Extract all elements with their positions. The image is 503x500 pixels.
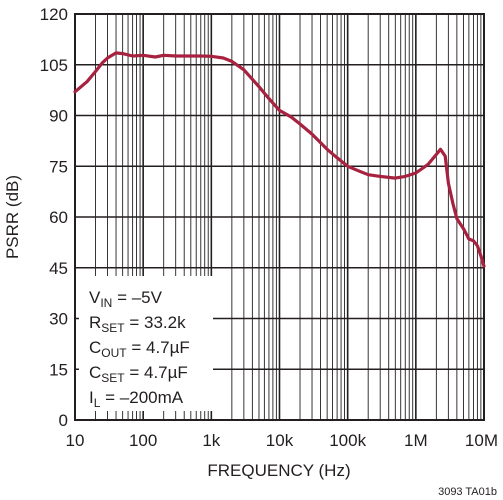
y-tick-label: 45: [49, 259, 68, 278]
y-tick-label: 90: [49, 107, 68, 126]
y-tick-label: 120: [40, 5, 68, 24]
x-tick-label: 10: [66, 431, 85, 450]
condition-line: VIN = –5V: [89, 288, 163, 310]
x-tick-label: 1k: [202, 431, 220, 450]
conditions-text: VIN = –5V RSET = 33.2k COUT = 4.7µF CSET = …: [89, 288, 190, 410]
figure-id: 3093 TA01b: [438, 486, 497, 498]
x-tick-label: 100: [129, 431, 157, 450]
series-layer: [73, 51, 486, 268]
x-tick-label: 100k: [329, 431, 366, 450]
y-tick-label: 60: [49, 208, 68, 227]
condition-line: COUT = 4.7µF: [89, 338, 190, 360]
conditions-box: [79, 276, 213, 411]
y-tick-label: 0: [59, 411, 68, 430]
condition-line: RSET = 33.2k: [89, 313, 186, 335]
x-axis-title: FREQUENCY (Hz): [207, 461, 350, 480]
x-tick-label: 10k: [266, 431, 294, 450]
psrr-series-line: [73, 51, 486, 268]
y-axis-title: PSRR (dB): [3, 175, 22, 259]
x-tick-label: 10M: [465, 431, 498, 450]
x-tick-label: 1M: [404, 431, 428, 450]
condition-line: IL = –200mA: [89, 388, 184, 410]
x-tick-labels: 10 100 1k 10k 100k 1M 10M: [66, 431, 498, 450]
y-tick-label: 75: [49, 157, 68, 176]
y-tick-label: 30: [49, 310, 68, 329]
condition-line: CSET = 4.7µF: [89, 363, 188, 385]
plot-frame: [74, 13, 485, 421]
y-tick-label: 15: [49, 360, 68, 379]
y-tick-label: 105: [40, 56, 68, 75]
conditions-box-background: [79, 276, 213, 411]
y-tick-labels: 0 15 30 45 60 75 90 105 120: [40, 5, 68, 430]
